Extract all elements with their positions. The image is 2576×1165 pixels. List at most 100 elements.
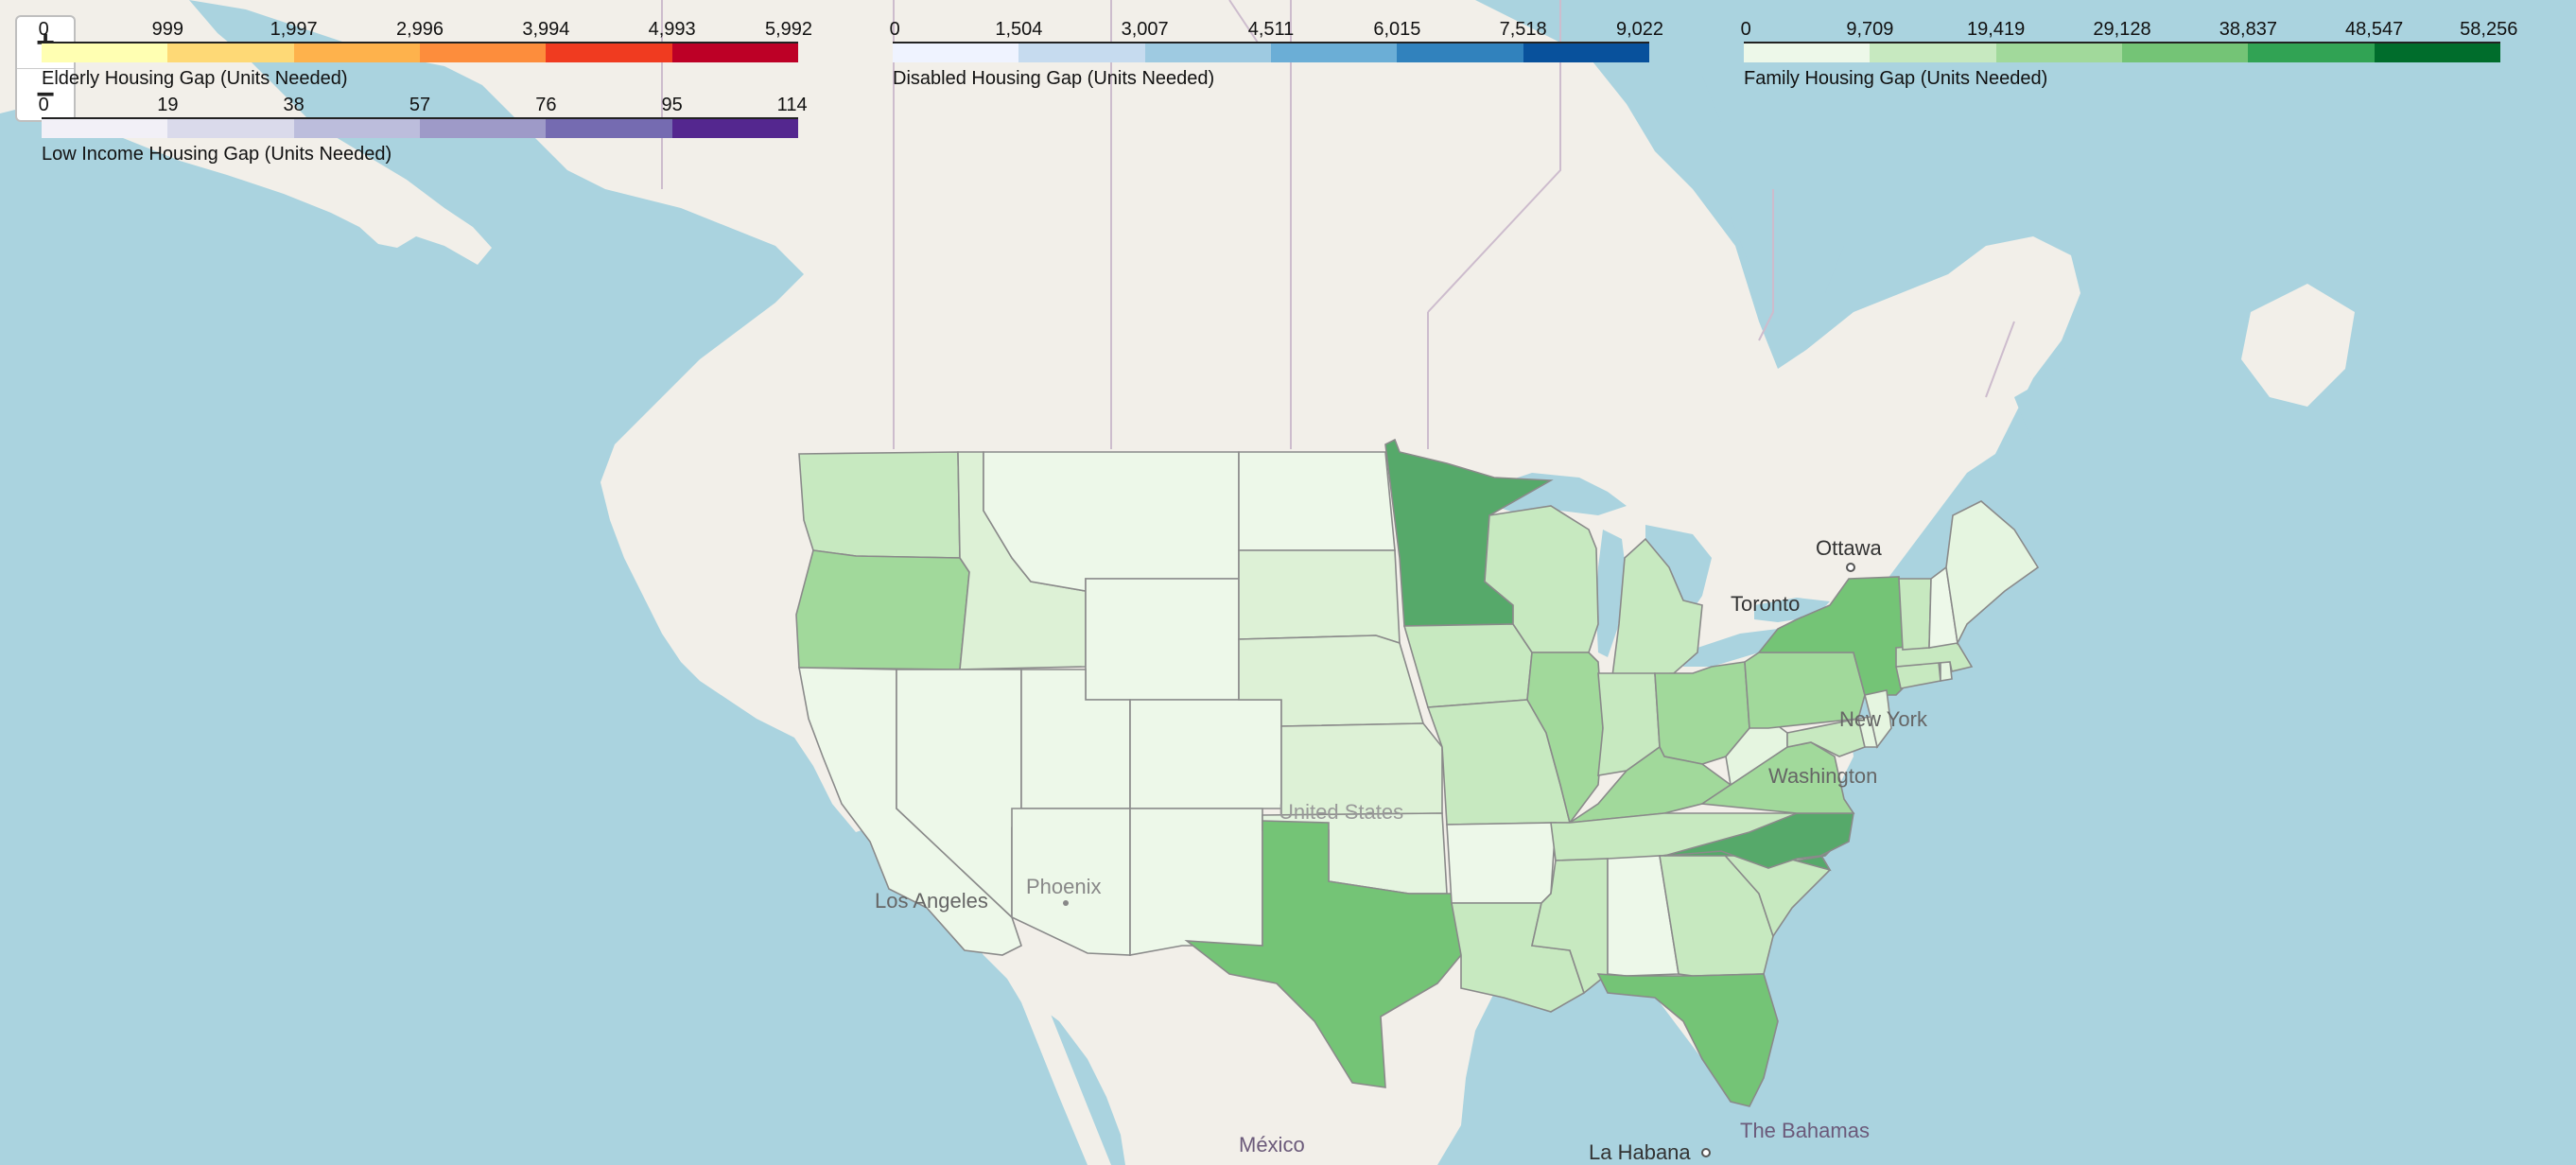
label-new-york: New York bbox=[1839, 707, 1928, 731]
water-lake-erie bbox=[1683, 629, 1778, 667]
state-north-carolina-main bbox=[1663, 812, 1854, 869]
legend-tick: 2,996 bbox=[395, 19, 444, 40]
legend-color-swatch bbox=[1397, 43, 1523, 62]
country-boundaries bbox=[661, 0, 2015, 449]
legend-tick: 3,994 bbox=[522, 19, 570, 40]
label-los-angeles: Los Angeles bbox=[875, 889, 988, 913]
state-illinois bbox=[1526, 652, 1604, 825]
legend-color-swatch bbox=[671, 43, 798, 62]
legend-caption: Elderly Housing Gap (Units Needed) bbox=[42, 68, 348, 89]
us-states bbox=[795, 438, 2040, 1107]
legend-tick: 6,015 bbox=[1373, 19, 1421, 40]
legend-color-swatch bbox=[167, 119, 294, 138]
legend-tick: 38 bbox=[283, 95, 305, 115]
state-north-dakota bbox=[1238, 451, 1396, 551]
legend-tick: 1,504 bbox=[995, 19, 1043, 40]
legend-tick: 9,022 bbox=[1615, 19, 1664, 40]
legend-color-swatch bbox=[419, 43, 547, 62]
legend-tick: 0 bbox=[1740, 19, 1751, 40]
legend-tick: 58,256 bbox=[2460, 19, 2518, 40]
legend-color-swatch bbox=[42, 119, 168, 138]
state-wyoming bbox=[1085, 578, 1240, 701]
state-colorado bbox=[1129, 699, 1282, 809]
legend-color-swatch bbox=[419, 119, 547, 138]
legend-color-swatch bbox=[546, 119, 672, 138]
legend-ticks: 0 19 38 57 76 95 114 bbox=[39, 93, 808, 117]
zoom-out-button[interactable]: − bbox=[17, 68, 74, 120]
label-ottawa: Ottawa bbox=[1816, 536, 1882, 560]
legend-color-bar bbox=[42, 117, 798, 138]
legend-low-income: 0 19 38 57 76 95 114 Low Income Housing … bbox=[39, 93, 808, 165]
legend-disabled: 0 1,504 3,007 4,511 6,015 7,518 9,022 Di… bbox=[889, 17, 1663, 90]
legend-tick: 1,997 bbox=[270, 19, 318, 40]
city-marker-ottawa bbox=[1846, 563, 1855, 572]
state-vermont bbox=[1898, 578, 1932, 651]
state-kentucky bbox=[1569, 745, 1732, 824]
label-la-habana: La Habana bbox=[1589, 1140, 1691, 1164]
legend-tick: 4,993 bbox=[648, 19, 696, 40]
state-montana bbox=[983, 451, 1240, 592]
legend-family: 0 9,709 19,419 29,128 38,837 48,547 58,2… bbox=[1740, 17, 2518, 90]
legend-color-swatch bbox=[1870, 43, 1996, 62]
legend-color-swatch bbox=[42, 43, 168, 62]
legend-tick: 9,709 bbox=[1846, 19, 1894, 40]
label-toronto: Toronto bbox=[1731, 592, 1800, 616]
state-alabama bbox=[1607, 855, 1680, 977]
legend-ticks: 0 999 1,997 2,996 3,994 4,993 5,992 bbox=[38, 17, 812, 42]
legend-color-swatch bbox=[2374, 43, 2500, 62]
legend-tick: 29,128 bbox=[2093, 19, 2151, 40]
state-oregon bbox=[795, 549, 970, 670]
label-washington: Washington bbox=[1768, 764, 1877, 788]
state-texas bbox=[1184, 820, 1462, 1088]
legend-tick: 4,511 bbox=[1247, 19, 1295, 40]
legend-tick: 19,419 bbox=[1967, 19, 2026, 40]
legend-ticks: 0 9,709 19,419 29,128 38,837 48,547 58,2… bbox=[1740, 17, 2518, 42]
legend-caption: Low Income Housing Gap (Units Needed) bbox=[42, 144, 392, 165]
label-united-states: United States bbox=[1279, 800, 1403, 824]
legend-color-swatch bbox=[546, 43, 672, 62]
city-marker-phoenix bbox=[1063, 900, 1069, 906]
city-marker-la-habana bbox=[1701, 1148, 1711, 1157]
water-lake-michigan bbox=[1596, 530, 1627, 657]
legend-color-swatch bbox=[2121, 43, 2249, 62]
legend-color-swatch bbox=[167, 43, 294, 62]
state-new-jersey bbox=[1864, 689, 1892, 749]
legend-color-swatch bbox=[671, 119, 798, 138]
state-arkansas bbox=[1446, 822, 1557, 904]
legend-color-bar bbox=[893, 42, 1649, 62]
label-phoenix: Phoenix bbox=[1026, 875, 1102, 898]
legend-color-swatch bbox=[1744, 43, 1871, 62]
legend-caption: Family Housing Gap (Units Needed) bbox=[1744, 68, 2048, 89]
legend-tick: 0 bbox=[889, 19, 900, 40]
legend-color-bar bbox=[42, 42, 798, 62]
state-maine bbox=[1945, 500, 2040, 646]
legend-color-bar bbox=[1744, 42, 2500, 62]
legend-tick: 19 bbox=[157, 95, 179, 115]
legend-color-swatch bbox=[1995, 43, 2122, 62]
legend-caption: Disabled Housing Gap (Units Needed) bbox=[893, 68, 1215, 89]
water-gulf-st-lawrence bbox=[2014, 359, 2175, 473]
land-baja bbox=[993, 950, 1111, 1165]
state-florida bbox=[1596, 973, 1779, 1107]
land-newfoundland bbox=[2241, 284, 2355, 407]
water-lake-huron bbox=[1645, 525, 1712, 624]
legend-color-swatch bbox=[1523, 43, 1649, 62]
place-labels: Ottawa Toronto New York Washington Unite… bbox=[875, 536, 1928, 1164]
legend-color-swatch bbox=[2248, 43, 2375, 62]
legend-color-swatch bbox=[293, 43, 420, 62]
state-kansas bbox=[1280, 722, 1443, 816]
legend-elderly: 0 999 1,997 2,996 3,994 4,993 5,992 Elde… bbox=[38, 17, 812, 90]
label-mexico: México bbox=[1239, 1133, 1305, 1156]
legend-tick: 0 bbox=[38, 19, 49, 40]
legend-color-swatch bbox=[893, 43, 1019, 62]
legend-tick: 48,547 bbox=[2345, 19, 2404, 40]
legend-color-swatch bbox=[1144, 43, 1271, 62]
legend-tick: 3,007 bbox=[1121, 19, 1169, 40]
legend-tick: 76 bbox=[535, 95, 557, 115]
legend-tick: 38,837 bbox=[2219, 19, 2277, 40]
legend-ticks: 0 1,504 3,007 4,511 6,015 7,518 9,022 bbox=[889, 17, 1663, 42]
legend-tick: 5,992 bbox=[764, 19, 813, 40]
legend-tick: 7,518 bbox=[1499, 19, 1547, 40]
